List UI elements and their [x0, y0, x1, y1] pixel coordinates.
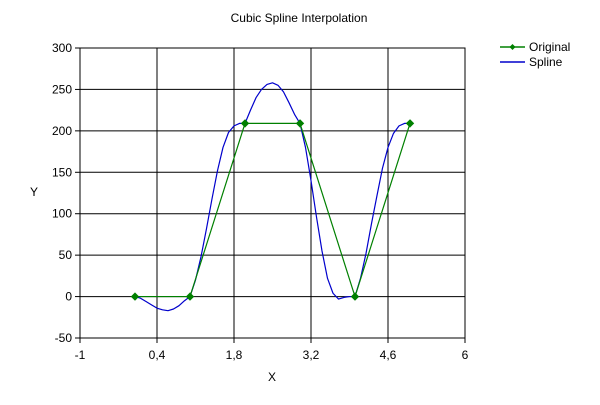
data-point-original [295, 119, 305, 128]
x-tick-label: 3,2 [303, 348, 320, 362]
data-point-original [405, 119, 415, 128]
y-tick-label: 200 [52, 124, 72, 138]
x-tick-label: -1 [75, 348, 86, 362]
data-point-original [130, 292, 140, 301]
x-tick-label: 4,6 [380, 348, 397, 362]
x-tick-label: 6 [462, 348, 469, 362]
legend-marker-original [509, 44, 516, 50]
x-axis-label: X [268, 370, 276, 384]
data-point-original [240, 119, 250, 128]
y-tick-label: 150 [52, 165, 72, 179]
data-point-original [185, 292, 195, 301]
y-axis-ticks: -50 0 50 100 150 200 250 300 [52, 41, 80, 345]
y-tick-label: 50 [59, 248, 73, 262]
data-point-original [350, 292, 360, 301]
y-tick-label: 250 [52, 82, 72, 96]
x-tick-label: 1,8 [226, 348, 243, 362]
series-line-original [135, 122, 411, 298]
x-tick-label: 0,4 [149, 348, 166, 362]
chart-title: Cubic Spline Interpolation [231, 11, 368, 25]
y-tick-label: 300 [52, 41, 72, 55]
plot-area [79, 47, 466, 339]
legend-label-original: Original [529, 40, 570, 54]
y-axis-label: Y [30, 185, 38, 199]
x-axis-ticks: -1 0,4 1,8 3,2 4,6 6 [75, 338, 469, 362]
y-tick-label: -50 [55, 331, 73, 345]
y-tick-label: 0 [65, 290, 72, 304]
series-layer [130, 82, 415, 312]
series-line-spline [134, 82, 410, 312]
y-tick-label: 100 [52, 207, 72, 221]
legend-label-spline: Spline [529, 55, 563, 69]
